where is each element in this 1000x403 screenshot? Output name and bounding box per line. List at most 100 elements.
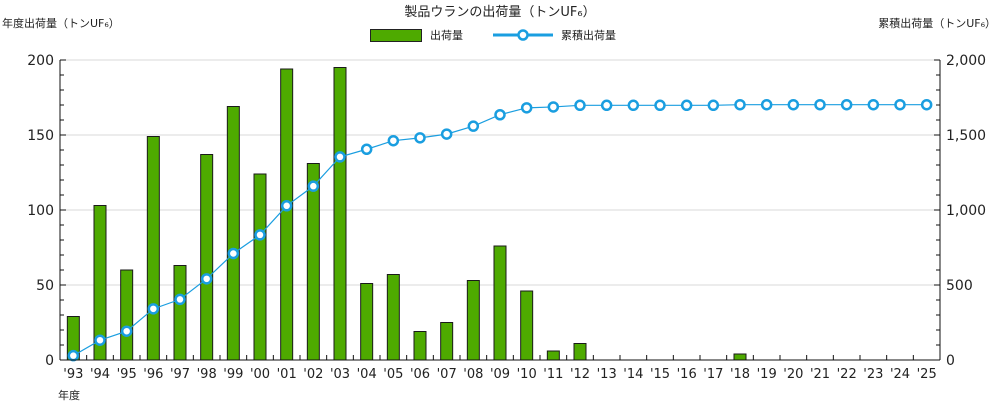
x-tick-label: '17 (703, 367, 723, 382)
bar-'96 (146, 136, 160, 361)
x-tick-label: '12 (570, 367, 590, 382)
svg-text:50: 50 (36, 278, 54, 294)
point-'09 (494, 109, 506, 121)
x-tick-label: '25 (917, 367, 937, 382)
x-tick-label: '94 (90, 367, 110, 382)
point-'14 (627, 99, 640, 112)
x-tick-label: '22 (837, 367, 857, 382)
legend-line-label: 累積出荷量 (561, 29, 616, 42)
point-'13 (600, 99, 613, 112)
point-'15 (654, 99, 666, 112)
point-'98 (200, 273, 213, 285)
point-'93 (67, 349, 80, 362)
x-tick-label: '24 (890, 367, 910, 382)
svg-text:0: 0 (946, 353, 955, 369)
point-'18 (734, 98, 746, 111)
x-tick-label: '21 (810, 367, 830, 382)
x-tick-label: '23 (863, 367, 883, 382)
bar-'03 (333, 67, 347, 361)
x-tick-label: '09 (490, 367, 510, 382)
x-tick-label: '13 (597, 367, 617, 382)
point-'05 (387, 134, 400, 147)
point-'24 (894, 98, 906, 111)
bar-'02 (306, 163, 320, 361)
point-'12 (574, 99, 586, 112)
point-'10 (520, 102, 533, 114)
x-tick-label: '16 (677, 367, 697, 382)
svg-text:150: 150 (27, 128, 54, 144)
legend: 出荷量 累積出荷量 (370, 27, 616, 43)
bar-'18 (733, 353, 747, 361)
svg-text:0: 0 (45, 353, 54, 369)
x-tick-label: '03 (330, 367, 350, 382)
bar-'00 (253, 173, 267, 361)
point-'97 (174, 293, 186, 306)
legend-line-swatch (493, 28, 553, 42)
bar-'98 (200, 154, 214, 361)
svg-text:1,000: 1,000 (946, 203, 986, 219)
bar-'97 (173, 265, 187, 361)
x-tick-label: '18 (730, 367, 750, 382)
svg-text:100: 100 (27, 203, 54, 219)
x-tick-label: '95 (117, 367, 137, 382)
left-axis-title: 年度出荷量（トンUF₆） (2, 17, 120, 30)
x-tick-label: '15 (650, 367, 670, 382)
point-'21 (814, 98, 826, 111)
axes: 0 50 100 150 200 0 500 1,000 1,500 2,000 '93 '94 '95… (27, 53, 986, 382)
chart-title: 製品ウランの出荷量（トンUF₆） (404, 5, 596, 20)
point-'17 (707, 99, 720, 112)
point-'99 (227, 247, 240, 260)
x-tick-label: '93 (63, 367, 83, 382)
x-tick-label: '00 (250, 367, 270, 382)
bar-'04 (360, 283, 374, 361)
bar-'08 (466, 280, 480, 361)
line-series (67, 98, 933, 362)
x-tick-label: '07 (437, 367, 457, 382)
bar-'06 (413, 331, 427, 361)
bar-'09 (493, 245, 507, 361)
point-'08 (467, 120, 480, 132)
x-tick-label: '98 (197, 367, 217, 382)
point-'02 (307, 180, 320, 192)
point-'19 (760, 98, 773, 111)
legend-bar-swatch (370, 28, 422, 42)
point-'96 (147, 303, 160, 315)
point-'01 (280, 200, 293, 212)
point-'23 (867, 98, 880, 111)
point-'03 (334, 151, 346, 163)
bar-'01 (280, 68, 294, 361)
point-'94 (94, 334, 106, 346)
x-tick-label: '97 (170, 367, 190, 382)
x-axis-title: 年度 (58, 389, 80, 402)
bar-'12 (573, 343, 587, 361)
point-'07 (440, 128, 453, 140)
point-'06 (414, 132, 426, 144)
bar-'07 (440, 322, 454, 361)
legend-bar-label: 出荷量 (430, 29, 463, 42)
x-tick-label: '01 (277, 367, 297, 382)
point-'95 (120, 325, 133, 337)
point-'25 (920, 98, 933, 111)
x-tick-label: '20 (783, 367, 803, 382)
x-tick-label: '96 (143, 367, 163, 382)
x-tick-label: '04 (357, 367, 377, 382)
x-tick-label: '10 (517, 367, 537, 382)
bar-series (66, 67, 747, 361)
point-'04 (360, 143, 373, 155)
x-tick-label: '08 (463, 367, 483, 382)
svg-text:1,500: 1,500 (946, 128, 986, 144)
point-'11 (547, 101, 560, 113)
x-tick-label: '19 (757, 367, 777, 382)
x-tick-label: '14 (623, 367, 643, 382)
bar-'05 (386, 274, 400, 361)
point-'00 (254, 229, 266, 241)
bar-'99 (226, 106, 240, 361)
bar-'11 (546, 350, 560, 361)
svg-text:2,000: 2,000 (946, 53, 986, 69)
svg-text:500: 500 (946, 278, 973, 294)
bar-'10 (520, 290, 534, 361)
bar-'95 (120, 269, 134, 361)
x-tick-label: '02 (303, 367, 323, 382)
right-axis-title: 累積出荷量（トンUF₆） (878, 17, 996, 30)
x-tick-label: '99 (223, 367, 243, 382)
